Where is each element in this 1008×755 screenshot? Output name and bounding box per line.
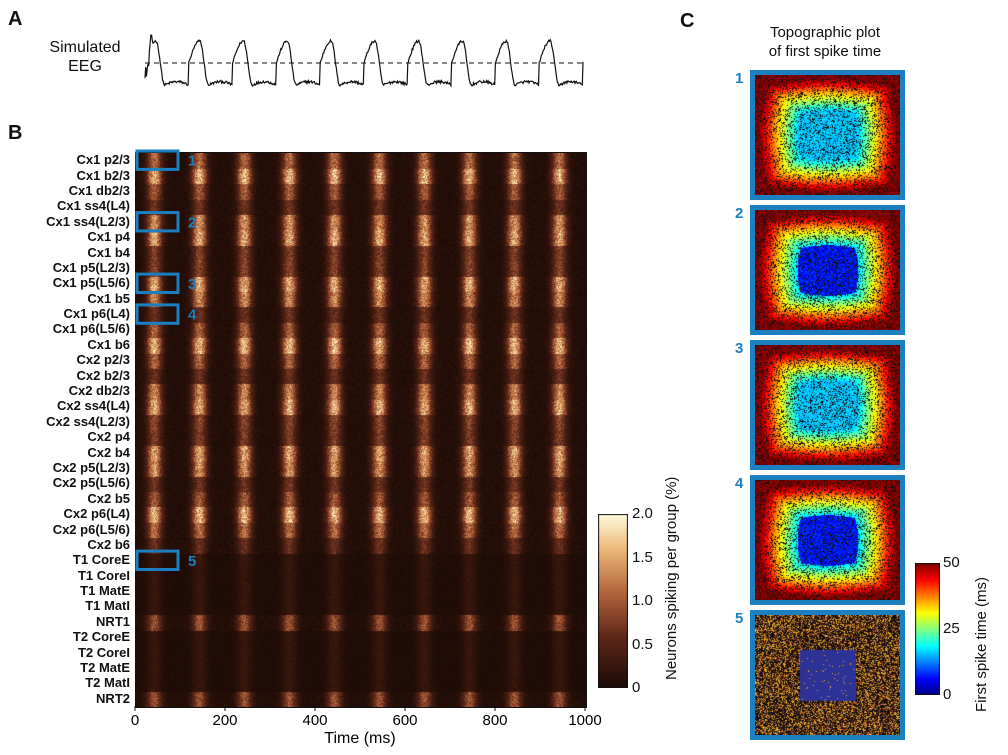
highlight-number: 3 [188,276,196,293]
heatmap-row-label: Cx2 p5(L5/6) [52,475,130,491]
spiking-colorbar-tick: 2.0 [632,505,653,522]
heatmap-row-label: T1 CoreI [77,567,130,583]
spiking-colorbar [598,514,628,688]
topo-map [755,480,900,600]
x-tick-label: 600 [392,712,417,729]
heatmap-row-label: Cx2 b4 [87,444,130,460]
topographic-plots: 1 2 3 4 5 [735,70,905,740]
heatmap-row-label: Cx1 p6(L5/6) [52,321,130,337]
heatmap-row-label: Cx1 p5(L2/3) [52,259,130,275]
highlight-overlay: 1 2 3 4 5 [135,149,197,572]
heatmap-row-label: Cx1 b4 [87,244,130,260]
highlight-box [135,272,180,295]
highlight-number: 1 [188,153,196,170]
heatmap-row-label: T2 CoreI [77,644,130,660]
first-spike-colorbar-title: First spike time (ms) [973,577,990,712]
heatmap-row-labels: Cx1 p2/3 Cx1 b2/3 Cx1 db2/3 Cx1 ss4(L4) Cx1 … [10,152,130,706]
topo-number: 5 [735,610,744,627]
eeg-label-line2: EEG [68,58,102,75]
topo-map [755,345,900,465]
topo-number: 3 [735,340,744,357]
topo-tile [750,610,905,740]
x-tick-label: 200 [212,712,237,729]
highlight-box [135,149,180,171]
heatmap-row-label: Cx2 b5 [87,490,130,506]
panel-c-title-line2: of first spike time [768,43,882,60]
spiking-colorbar-tick: 1.0 [632,592,653,609]
spiking-colorbar-tick: 1.5 [632,548,653,566]
heatmap-row-label: T1 MatI [85,598,130,614]
highlight-number: 2 [188,214,196,231]
topo-number: 4 [735,475,744,492]
panel-c-title: Topographic plot of first spike time [745,23,905,61]
heatmap-row-label: Cx1 p5(L5/6) [52,275,130,291]
topo-tile [750,340,905,470]
x-tick-label: 800 [482,712,507,729]
heatmap-row-label: Cx1 p4 [87,229,130,245]
topo-tile [750,205,905,335]
panel-letter-c: C [680,10,695,32]
first-spike-colorbar-tick: 0 [943,686,952,703]
heatmap-row-label: Cx1 p6(L4) [63,306,130,322]
panel-letter-b: B [8,122,23,144]
eeg-label: Simulated EEG [40,38,130,76]
spiking-colorbar-tick: 0.5 [632,635,653,653]
topo-tile [750,475,905,605]
heatmap-row-label: T1 CoreE [72,552,130,568]
heatmap-row-label: T2 CoreE [72,629,130,645]
time-axis: 0 200 400 600 800 1000 Time (ms) [131,706,602,747]
spiking-colorbar-ticks: 2.0 1.5 1.0 0.5 0 [632,505,666,696]
spiking-colorbar-tick: 0 [632,679,641,696]
x-axis-label: Time (ms) [324,730,395,747]
heatmap-row-label: Cx1 b6 [87,336,130,352]
heatmap-row-label: Cx2 ss4(L4) [57,398,130,414]
highlight-number: 5 [188,553,196,570]
topo-map [755,75,900,195]
topo-number: 2 [735,205,744,222]
heatmap-row-label: Cx2 p6(L5/6) [52,521,130,537]
panel-c-title-line1: Topographic plot [769,24,881,41]
heatmap-row-label: T1 MatE [80,583,130,599]
topo-map [755,615,900,735]
first-spike-colorbar-tick: 25 [943,620,960,637]
highlight-box [135,549,180,572]
heatmap-row-label: Cx2 b2/3 [76,367,130,383]
heatmap-row-label: Cx2 db2/3 [68,383,130,399]
heatmap-row-label: Cx1 b5 [87,290,130,306]
heatmap-row-label: Cx2 ss4(L2/3) [46,413,130,429]
highlight-number: 4 [188,307,197,324]
x-tick-label: 400 [302,712,327,729]
highlight-box [135,303,180,325]
heatmap-row-label: NRT1 [96,613,130,629]
heatmap-row-label: Cx2 p5(L2/3) [52,459,130,475]
heatmap-row-label: Cx1 b2/3 [76,167,130,183]
highlight-box [135,211,180,233]
panel-letter-a: A [8,8,23,30]
heatmap-row-label: Cx1 ss4(L2/3) [46,213,130,229]
heatmap-row-label: T2 MatE [80,660,130,676]
heatmap-row-label: Cx2 b6 [87,536,130,552]
x-tick-label: 0 [131,712,139,729]
eeg-trace-chart [144,34,584,88]
first-spike-colorbar [915,563,940,695]
topo-tile [750,70,905,200]
heatmap-row-label: Cx2 p6(L4) [63,506,130,522]
heatmap-row-label: Cx2 p4 [87,429,130,445]
eeg-label-line1: Simulated [49,39,121,56]
heatmap-row-label: Cx1 p2/3 [76,152,130,168]
heatmap-row-label: Cx1 ss4(L4) [57,198,130,214]
first-spike-colorbar-ticks: 50 25 0 [943,554,973,705]
heatmap-row-label: T2 MatI [85,675,130,691]
first-spike-colorbar-tick: 50 [943,554,960,571]
topo-map [755,210,900,330]
spiking-colorbar-title: Neurons spiking per group (%) [663,476,680,680]
eeg-trace-line [144,34,584,88]
heatmap-row-label: Cx1 db2/3 [68,182,130,198]
x-tick-label: 1000 [568,712,601,729]
spike-heatmap [135,152,587,708]
heatmap-row-label: NRT2 [96,690,130,706]
heatmap-row-label: Cx2 p2/3 [76,352,130,368]
topo-number: 1 [735,70,744,87]
